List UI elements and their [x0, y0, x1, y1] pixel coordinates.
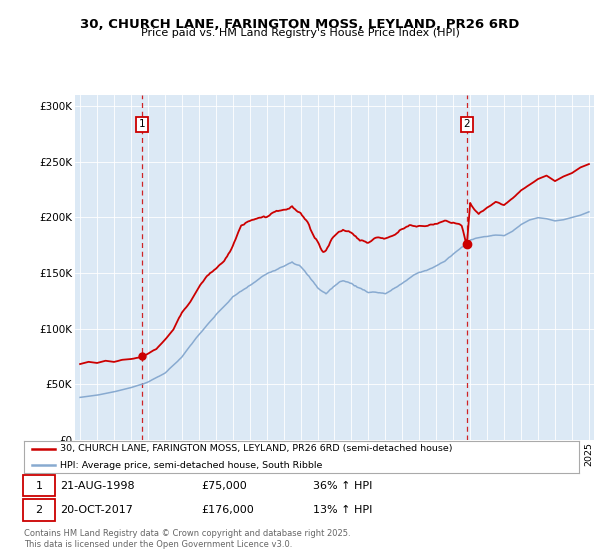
- Text: 1: 1: [139, 119, 145, 129]
- FancyBboxPatch shape: [23, 500, 55, 521]
- Text: 30, CHURCH LANE, FARINGTON MOSS, LEYLAND, PR26 6RD: 30, CHURCH LANE, FARINGTON MOSS, LEYLAND…: [80, 18, 520, 31]
- Text: 13% ↑ HPI: 13% ↑ HPI: [313, 505, 372, 515]
- Text: 36% ↑ HPI: 36% ↑ HPI: [313, 480, 372, 491]
- Text: 30, CHURCH LANE, FARINGTON MOSS, LEYLAND, PR26 6RD (semi-detached house): 30, CHURCH LANE, FARINGTON MOSS, LEYLAND…: [60, 444, 452, 454]
- Text: £176,000: £176,000: [202, 505, 254, 515]
- Text: Price paid vs. HM Land Registry's House Price Index (HPI): Price paid vs. HM Land Registry's House …: [140, 28, 460, 38]
- Text: Contains HM Land Registry data © Crown copyright and database right 2025.
This d: Contains HM Land Registry data © Crown c…: [24, 529, 350, 549]
- Text: 2: 2: [463, 119, 470, 129]
- Text: £75,000: £75,000: [202, 480, 247, 491]
- Text: HPI: Average price, semi-detached house, South Ribble: HPI: Average price, semi-detached house,…: [60, 460, 322, 470]
- Text: 1: 1: [35, 480, 43, 491]
- FancyBboxPatch shape: [23, 475, 55, 497]
- Text: 2: 2: [35, 505, 43, 515]
- Text: 20-OCT-2017: 20-OCT-2017: [60, 505, 133, 515]
- Text: 21-AUG-1998: 21-AUG-1998: [60, 480, 134, 491]
